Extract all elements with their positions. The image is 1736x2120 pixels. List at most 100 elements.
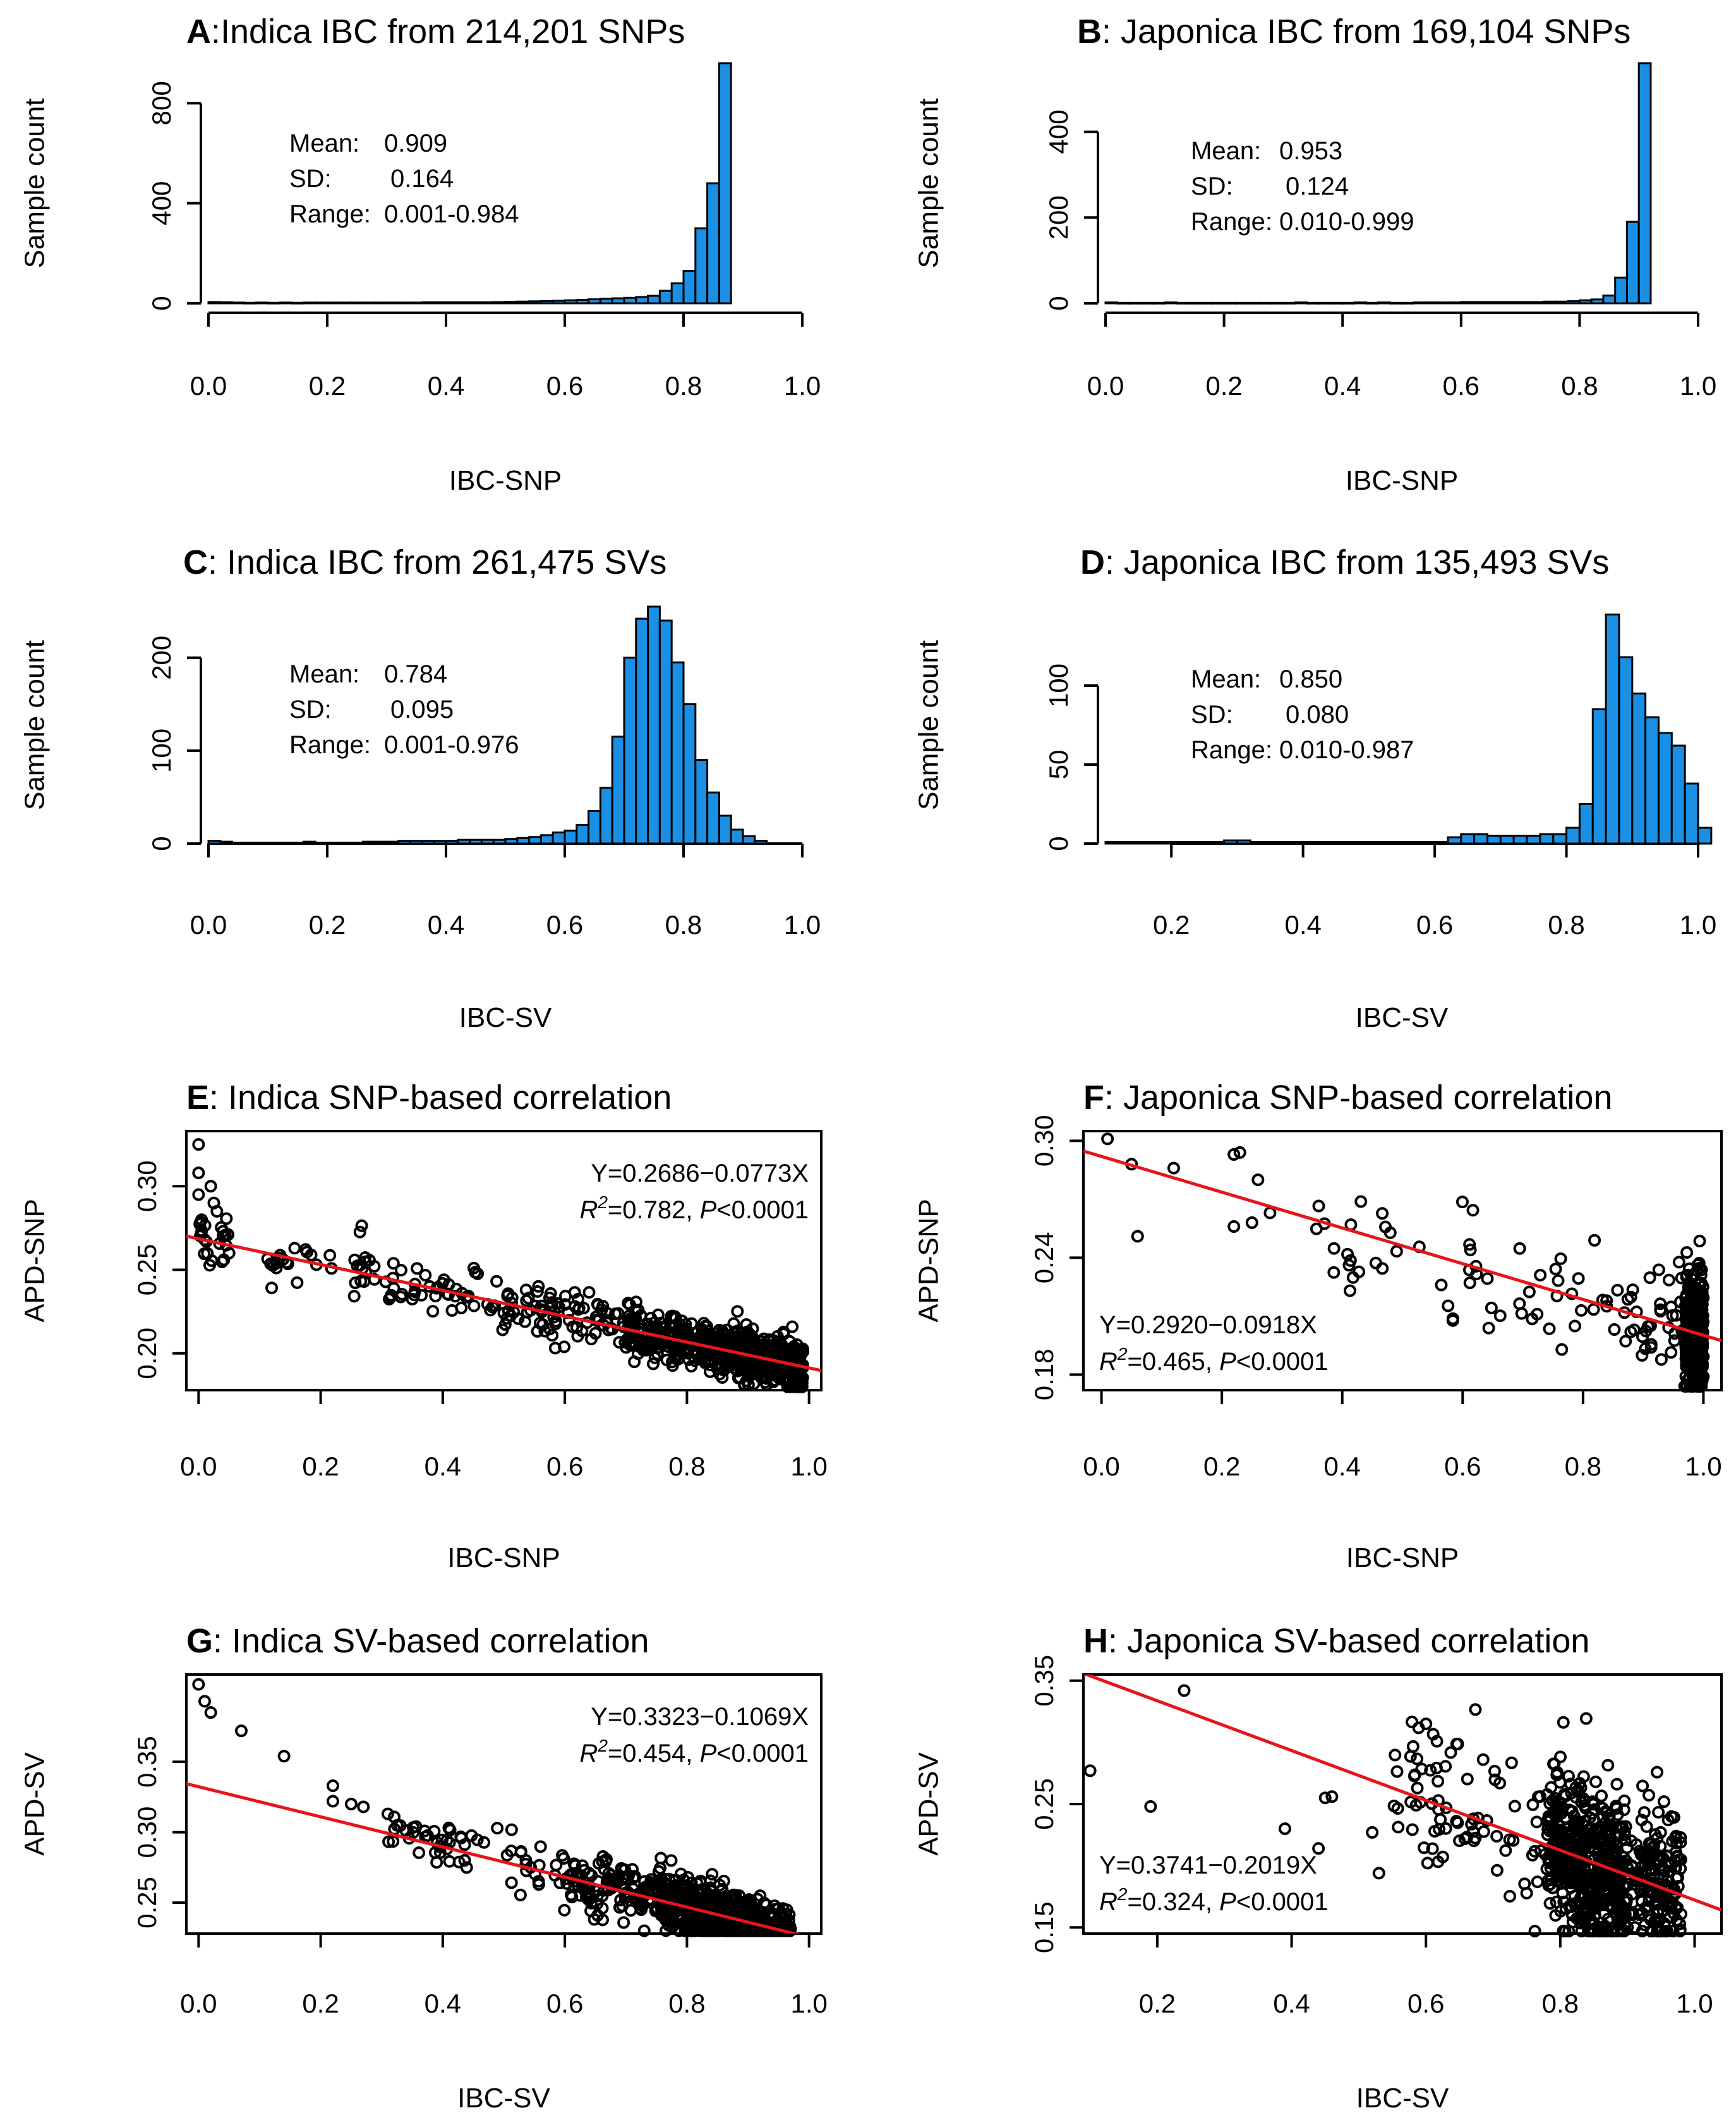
x-tick-label: 1.0 <box>790 1989 827 2018</box>
scatter-point <box>1619 1335 1632 1348</box>
scatter-point <box>1469 1831 1482 1844</box>
scatter-point <box>1411 1781 1424 1795</box>
regression-stats-part: 2 <box>1117 1884 1128 1904</box>
scatter-point <box>1577 1874 1591 1887</box>
scatter-point <box>1577 1770 1590 1783</box>
scatter-point <box>1572 1272 1585 1285</box>
scatter-point <box>469 1266 482 1279</box>
histogram-bar <box>1447 836 1462 845</box>
scatter-point <box>1312 1199 1325 1213</box>
x-tick-label: 0.4 <box>425 1451 461 1481</box>
stat-value: 0.010-0.999 <box>1279 208 1414 236</box>
scatter-point <box>443 1824 457 1837</box>
scatter-point <box>1557 1716 1570 1729</box>
x-tick-label: 0.8 <box>1561 371 1598 401</box>
scatter-point <box>1477 1825 1490 1838</box>
histogram-bar <box>373 840 388 845</box>
scatter-point <box>1621 1293 1634 1306</box>
regression-stats-part: <0.0001 <box>1236 1348 1329 1376</box>
histogram-bar <box>623 657 637 845</box>
stat-label: SD: <box>1191 173 1233 200</box>
scatter-point <box>677 1874 690 1887</box>
scatter-point <box>577 1302 590 1315</box>
scatter-point <box>1466 1204 1480 1217</box>
scatter-point <box>411 1262 424 1275</box>
scatter-point <box>522 1292 535 1305</box>
histogram-bar <box>1519 301 1533 305</box>
histogram-bar <box>564 829 578 845</box>
scatter-point <box>629 1295 642 1309</box>
scatter-point <box>1673 1925 1687 1938</box>
histogram-bar <box>1183 841 1199 845</box>
scatter-point <box>1327 1266 1341 1279</box>
scatter-point <box>595 1303 608 1316</box>
scatter-point <box>1327 1242 1341 1255</box>
scatter-point <box>1602 1827 1615 1841</box>
scatter-point <box>1568 1319 1581 1333</box>
y-axis-label: APD-SNP <box>913 1199 944 1323</box>
scatter-point <box>558 1903 571 1917</box>
scatter-point <box>1493 1776 1507 1790</box>
scatter-point <box>1588 1233 1601 1247</box>
scatter-point <box>1570 1860 1584 1874</box>
scatter-point <box>566 1320 579 1333</box>
histogram-bar <box>1104 841 1120 845</box>
scatter-point <box>265 1281 279 1295</box>
histogram-bar <box>694 759 709 845</box>
histogram-bar <box>658 289 673 305</box>
histogram-bar <box>1394 841 1409 845</box>
regression-stats-part: =0.465, <box>1127 1348 1219 1376</box>
scatter-point <box>1526 1312 1539 1326</box>
scatter-point <box>1392 1820 1405 1834</box>
scatter-point <box>1426 1842 1439 1855</box>
histogram-bar <box>539 300 554 305</box>
y-axis-label: APD-SNP <box>20 1199 51 1323</box>
panel-H: H: Japonica SV-based correlation APD-SV IB… <box>913 1622 1723 2114</box>
histogram-bar <box>1531 301 1545 305</box>
x-tick-label: 0.2 <box>1203 1451 1240 1481</box>
scatter-point <box>590 1313 603 1326</box>
stat-value: 0.850 <box>1279 665 1342 693</box>
scatter-point <box>1632 1865 1645 1879</box>
scatter-point <box>299 1243 312 1256</box>
scatter-point <box>408 1285 421 1299</box>
scatter-point <box>740 1924 753 1937</box>
scatter-point <box>1637 1846 1651 1860</box>
scatter-point <box>1490 1863 1504 1877</box>
x-tick-label: 0.0 <box>180 1989 217 2018</box>
x-tick-label: 0.8 <box>1565 1451 1601 1481</box>
regression-line <box>1083 1675 1721 1912</box>
regression-stats-part: <0.0001 <box>716 1740 809 1767</box>
scatter-point <box>1554 1750 1567 1764</box>
panel-title-text: : Indica SNP-based correlation <box>209 1079 672 1117</box>
scatter-point <box>1621 1921 1634 1934</box>
scatter-point <box>381 1807 394 1820</box>
histogram-bar <box>1605 614 1620 845</box>
panel-title-text: : Indica SV-based correlation <box>213 1622 649 1660</box>
histogram-bar <box>1368 841 1383 845</box>
scatter-point <box>647 1357 660 1371</box>
histogram-bar <box>1289 841 1305 845</box>
scatter-point <box>357 1800 370 1814</box>
regression-equation: Y=0.2920−0.0918X <box>1099 1311 1317 1339</box>
histogram-bar <box>1460 833 1476 845</box>
stat-value: 0.784 <box>384 660 447 688</box>
scatter-point <box>1644 1925 1658 1938</box>
scatter-point <box>1528 1925 1541 1938</box>
scatter-point <box>1463 1276 1476 1290</box>
histogram-bar <box>480 301 495 305</box>
scatter-point <box>1665 1810 1678 1823</box>
scatter-point <box>1466 1825 1480 1838</box>
scatter-point <box>192 1678 205 1691</box>
stat-label: Mean: <box>1191 665 1261 693</box>
x-tick-label: 0.0 <box>1083 1451 1119 1481</box>
scatter-point <box>687 1918 700 1932</box>
histogram-bar <box>504 301 519 305</box>
histogram-bar <box>635 617 649 845</box>
x-tick-label: 1.0 <box>784 910 821 940</box>
histogram-bar <box>445 301 459 305</box>
panel-title: H: Japonica SV-based correlation <box>1083 1622 1589 1660</box>
x-tick-label: 0.0 <box>190 371 227 401</box>
x-tick-label: 0.8 <box>665 910 702 940</box>
scatter-point <box>1601 1759 1615 1772</box>
